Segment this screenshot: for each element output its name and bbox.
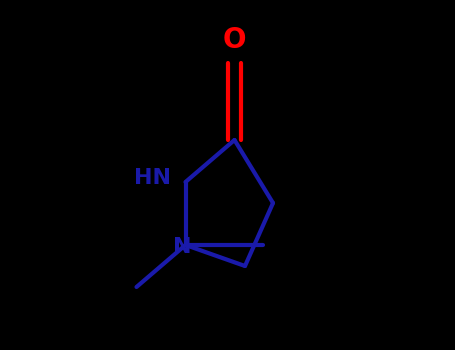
Text: HN: HN [135,168,172,189]
Text: O: O [223,26,246,54]
Text: N: N [173,237,191,257]
